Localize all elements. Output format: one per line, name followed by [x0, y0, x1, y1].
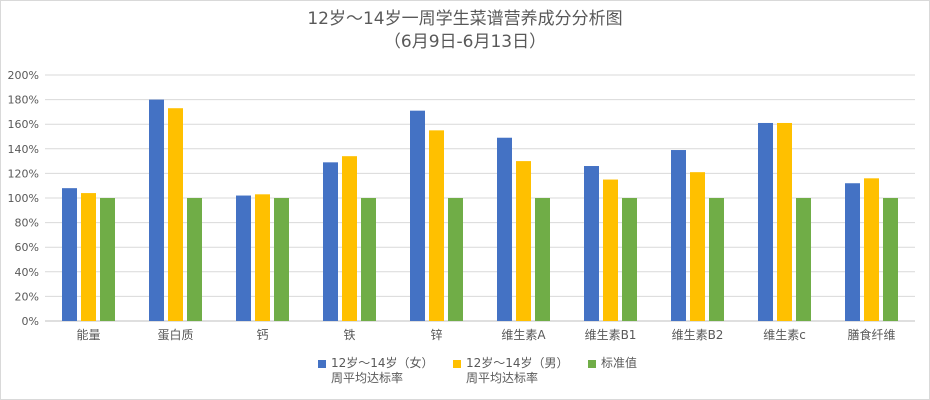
x-tick-label: 锌 — [430, 328, 442, 342]
x-tick-label: 铁 — [343, 328, 355, 342]
bar — [429, 130, 444, 321]
y-tick-label: 0% — [22, 315, 39, 328]
y-tick-label: 140% — [8, 143, 39, 156]
x-tick-label: 膳食纤维 — [847, 327, 895, 342]
bar — [584, 166, 599, 321]
bar — [690, 172, 705, 321]
bar — [796, 198, 811, 321]
legend-item-standard: 标准值 — [588, 356, 637, 386]
bar — [187, 198, 202, 321]
bar — [361, 198, 376, 321]
bar — [497, 137, 512, 321]
legend-label-standard: 标准值 — [601, 356, 638, 370]
legend-swatch-female — [318, 360, 326, 368]
x-tick-label: 蛋白质 — [157, 327, 193, 342]
x-tick-label: 维生素c — [763, 328, 806, 342]
y-tick-label: 20% — [15, 290, 39, 303]
bar — [622, 198, 637, 321]
legend-swatch-male — [453, 360, 461, 368]
x-tick-label: 能量 — [76, 328, 100, 342]
legend-item-female: 12岁～14岁（女）周平均达标率 — [318, 356, 443, 386]
bar — [448, 198, 463, 321]
bar — [883, 198, 898, 321]
bar — [410, 110, 425, 321]
bar — [81, 193, 96, 321]
x-tick-label: 钙 — [256, 328, 268, 342]
x-tick-label: 维生素B1 — [585, 328, 637, 342]
legend-label-female: 12岁～14岁（女）周平均达标率 — [331, 356, 434, 385]
legend-swatch-standard — [588, 360, 596, 368]
legend: 12岁～14岁（女）周平均达标率 12岁～14岁（男）周平均达标率 标准值 — [318, 356, 637, 386]
chart-title-block: 12岁～14岁一周学生菜谱营养成分分析图 （6月9日-6月13日） — [0, 8, 930, 54]
bar — [864, 178, 879, 321]
bar — [758, 122, 773, 321]
bar — [100, 198, 115, 321]
y-tick-label: 200% — [8, 69, 39, 82]
bar — [709, 198, 724, 321]
y-tick-label: 120% — [8, 167, 39, 180]
legend-label-male: 12岁～14岁（男）周平均达标率 — [466, 356, 569, 385]
bar — [671, 150, 686, 321]
x-tick-label: 维生素A — [501, 328, 546, 342]
y-tick-label: 40% — [15, 266, 39, 279]
bar — [777, 122, 792, 321]
x-tick-label: 维生素B2 — [672, 328, 724, 342]
chart-subtitle: （6月9日-6月13日） — [383, 32, 547, 52]
bar — [236, 195, 251, 321]
bar — [342, 156, 357, 321]
bar — [274, 198, 289, 321]
bar — [516, 161, 531, 321]
y-tick-label: 180% — [8, 94, 39, 107]
bar — [535, 198, 550, 321]
bar — [603, 179, 618, 321]
y-tick-label: 160% — [8, 118, 39, 131]
bar — [323, 162, 338, 321]
chart-title: 12岁～14岁一周学生菜谱营养成分分析图 — [307, 9, 623, 29]
y-tick-label: 80% — [15, 217, 39, 230]
bar — [149, 99, 164, 321]
y-tick-label: 60% — [15, 241, 39, 254]
bar — [62, 188, 77, 321]
legend-item-male: 12岁～14岁（男）周平均达标率 — [453, 356, 578, 386]
y-tick-label: 100% — [8, 192, 39, 205]
bar — [845, 183, 860, 321]
bar — [255, 194, 270, 321]
bar — [168, 108, 183, 322]
